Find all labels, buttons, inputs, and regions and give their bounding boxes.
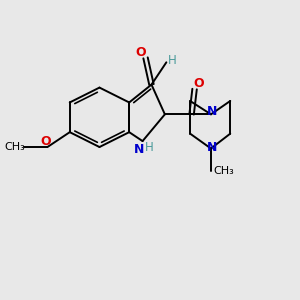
Text: N: N [207, 106, 218, 118]
Text: H: H [145, 141, 154, 154]
Text: H: H [168, 54, 177, 67]
Text: N: N [134, 143, 144, 156]
Text: O: O [135, 46, 146, 59]
Text: N: N [207, 141, 218, 154]
Text: O: O [194, 77, 204, 90]
Text: CH₃: CH₃ [4, 142, 25, 152]
Text: O: O [41, 135, 51, 148]
Text: CH₃: CH₃ [213, 166, 234, 176]
